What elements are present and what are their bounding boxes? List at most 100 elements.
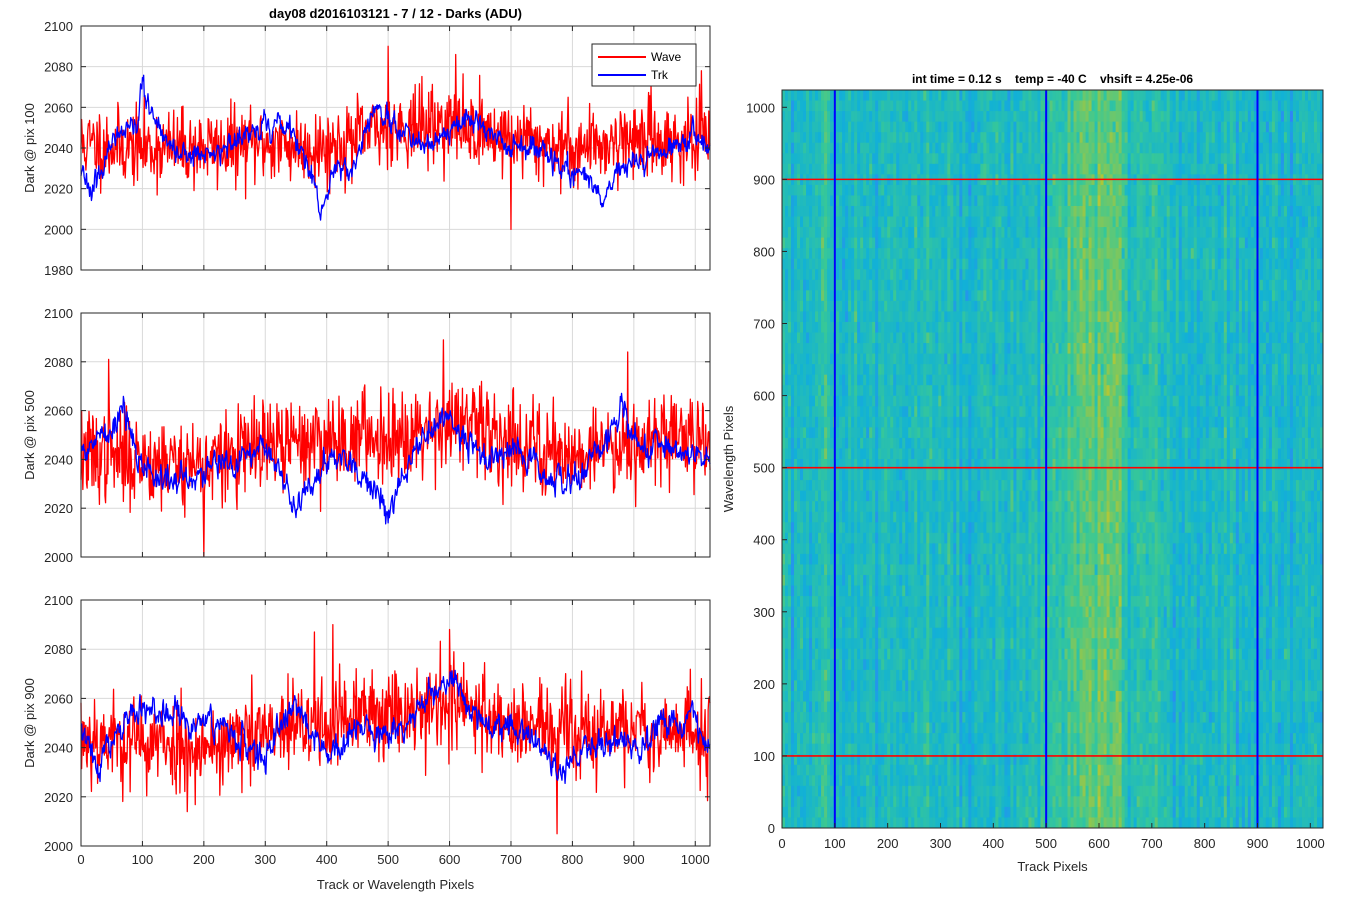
- heatmap-cell: [860, 617, 864, 629]
- heatmap-cell: [878, 543, 882, 555]
- heatmap-cell: [827, 564, 831, 576]
- heatmap-cell: [953, 437, 957, 450]
- heatmap-cell: [932, 216, 936, 228]
- heatmap-cell: [884, 585, 888, 597]
- heatmap-cell: [974, 343, 978, 355]
- heatmap-cell: [920, 669, 924, 681]
- heatmap-cell: [917, 606, 921, 618]
- heatmap-cell: [908, 796, 912, 808]
- heatmap-cell: [905, 617, 909, 629]
- heatmap-cell: [851, 469, 855, 481]
- heatmap-cell: [896, 638, 900, 650]
- heatmap-cell: [848, 406, 852, 418]
- heatmap-cell: [977, 216, 981, 228]
- heatmap-cell: [884, 395, 888, 407]
- heatmap-cell: [911, 764, 915, 776]
- heatmap-cell: [839, 163, 843, 175]
- heatmap-cell: [854, 574, 858, 587]
- heatmap-cell: [968, 311, 972, 323]
- heatmap-cell: [803, 427, 807, 439]
- heatmap-cell: [881, 817, 885, 828]
- heatmap-cell: [965, 701, 969, 713]
- heatmap-cell: [791, 448, 795, 460]
- heatmap-cell: [953, 606, 957, 618]
- heatmap-cell: [950, 501, 954, 513]
- heatmap-cell: [905, 374, 909, 386]
- heatmap-cell: [815, 100, 819, 112]
- heatmap-cell: [971, 817, 975, 828]
- heatmap-cell: [923, 395, 927, 407]
- heatmap-cell: [983, 427, 987, 439]
- heatmap-cell: [893, 627, 897, 639]
- heatmap-cell: [881, 343, 885, 355]
- heatmap-cell: [791, 659, 795, 671]
- heatmap-cell: [788, 269, 792, 281]
- heatmap-cell: [911, 290, 915, 302]
- heatmap-cell: [935, 532, 939, 544]
- heatmap-cell: [854, 353, 858, 365]
- heatmap-cell: [905, 343, 909, 355]
- heatmap-cell: [785, 132, 789, 144]
- heatmap-cell: [827, 553, 831, 566]
- heatmap-cell: [824, 216, 828, 228]
- heatmap-cell: [803, 606, 807, 618]
- heatmap-cell: [932, 596, 936, 608]
- heatmap-cell: [800, 269, 804, 281]
- heatmap-cell: [848, 659, 852, 671]
- heatmap-cell: [959, 237, 963, 249]
- heatmap-cell: [926, 638, 930, 650]
- heatmap-cell: [947, 163, 951, 175]
- heatmap-cell: [935, 459, 939, 471]
- heatmap-cell: [905, 353, 909, 365]
- heatmap-cell: [914, 195, 918, 207]
- heatmap-cell: [842, 100, 846, 112]
- heatmap-cell: [800, 300, 804, 312]
- heatmap-cell: [890, 195, 894, 207]
- heatmap-cell: [893, 574, 897, 587]
- heatmap-cell: [878, 469, 882, 481]
- heatmap-cell: [905, 300, 909, 312]
- heatmap-cell: [785, 258, 789, 270]
- heatmap-cell: [821, 648, 825, 660]
- heatmap-cell: [830, 680, 834, 692]
- heatmap-cell: [920, 216, 924, 228]
- heatmap-cell: [959, 722, 963, 734]
- heatmap-cell: [983, 648, 987, 660]
- heatmap-cell: [956, 764, 960, 776]
- heatmap-cell: [875, 690, 879, 703]
- heatmap-cell: [911, 100, 915, 112]
- heatmap-cell: [845, 406, 849, 418]
- heatmap-cell: [893, 585, 897, 597]
- heatmap-cell: [860, 680, 864, 692]
- heatmap-cell: [905, 279, 909, 291]
- heatmap-cell: [950, 100, 954, 112]
- heatmap-cell: [818, 743, 822, 755]
- heatmap-cell: [923, 522, 927, 534]
- heatmap-cell: [971, 754, 975, 766]
- heatmap-cell: [887, 627, 891, 639]
- heatmap-cell: [944, 712, 948, 724]
- heatmap-cell: [821, 184, 825, 197]
- heatmap-cell: [899, 606, 903, 618]
- heatmap-cell: [956, 437, 960, 450]
- heatmap-cell: [911, 511, 915, 523]
- heatmap-cell: [947, 448, 951, 460]
- heatmap-cell: [803, 343, 807, 355]
- heatmap-cell: [896, 121, 900, 133]
- heatmap-cell: [947, 501, 951, 513]
- heatmap-cell: [887, 195, 891, 207]
- heatmap-cell: [941, 638, 945, 650]
- heatmap-cell: [797, 237, 801, 249]
- heatmap-cell: [818, 606, 822, 618]
- heatmap-cell: [974, 195, 978, 207]
- heatmap-cell: [854, 501, 858, 513]
- heatmap-cell: [890, 248, 894, 260]
- heatmap-cell: [878, 195, 882, 207]
- heatmap-cell: [980, 659, 984, 671]
- heatmap-cell: [956, 163, 960, 175]
- heatmap-cell: [932, 111, 936, 123]
- heatmap-cell: [815, 733, 819, 745]
- heatmap-cell: [815, 606, 819, 618]
- heatmap-cell: [803, 754, 807, 766]
- heatmap-cell: [845, 480, 849, 492]
